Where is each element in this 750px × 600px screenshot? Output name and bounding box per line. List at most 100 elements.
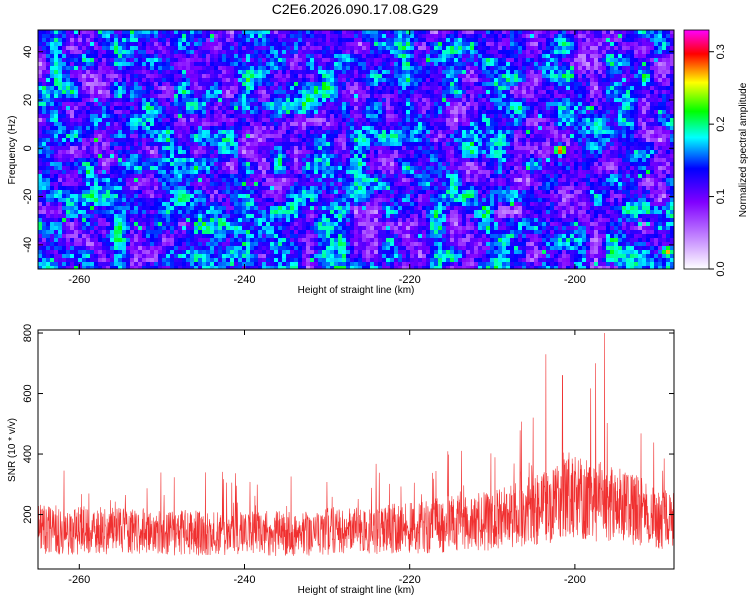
heatmap-cell: [670, 138, 674, 143]
heatmap-cell: [558, 118, 563, 123]
heatmap-cell: [506, 38, 511, 43]
heatmap-cell: [666, 86, 671, 91]
heatmap-cell: [550, 90, 555, 95]
heatmap-cell: [238, 118, 243, 123]
heatmap-cell: [650, 146, 655, 151]
heatmap-cell: [434, 126, 439, 131]
heatmap-cell: [566, 114, 571, 119]
heatmap-cell: [346, 114, 351, 119]
heatmap-cell: [454, 46, 459, 51]
heatmap-cell: [662, 142, 667, 147]
heatmap-cell: [602, 74, 607, 79]
heatmap-cell: [370, 106, 375, 111]
heatmap-cell: [306, 62, 311, 67]
heatmap-cell: [362, 86, 367, 91]
heatmap-cell: [86, 34, 91, 39]
heatmap-cell: [270, 30, 275, 35]
heatmap-cell: [526, 110, 531, 115]
heatmap-cell: [522, 122, 527, 127]
heatmap-cell: [170, 138, 175, 143]
heatmap-cell: [138, 150, 143, 155]
heatmap-cell: [314, 134, 319, 139]
heatmap-cell: [294, 46, 299, 51]
heatmap-cell: [438, 94, 443, 99]
heatmap-cell: [390, 130, 395, 135]
heatmap-cell: [426, 122, 431, 127]
heatmap-cell: [38, 118, 43, 123]
heatmap-cell: [98, 34, 103, 39]
heatmap-cell: [382, 134, 387, 139]
heatmap-cell: [366, 114, 371, 119]
heatmap-cell: [398, 46, 403, 51]
heatmap-cell: [438, 38, 443, 43]
heatmap-cell: [270, 106, 275, 111]
heatmap-cell: [654, 130, 659, 135]
heatmap-cell: [230, 110, 235, 115]
heatmap-cell: [78, 38, 83, 43]
heatmap-cell: [330, 146, 335, 151]
heatmap-cell: [382, 146, 387, 151]
heatmap-cell: [210, 114, 215, 119]
heatmap-cell: [226, 134, 231, 139]
heatmap-cell: [378, 54, 383, 59]
heatmap-cell: [542, 78, 547, 83]
heatmap-cell: [618, 102, 623, 107]
heatmap-cell: [258, 134, 263, 139]
heatmap-cell: [646, 102, 651, 107]
heatmap-cell: [430, 114, 435, 119]
heatmap-cell: [558, 114, 563, 119]
heatmap-cell: [82, 34, 87, 39]
heatmap-cell: [358, 134, 363, 139]
heatmap-cell: [318, 102, 323, 107]
heatmap-cell: [266, 74, 271, 79]
heatmap-cell: [310, 102, 315, 107]
heatmap-cell: [62, 66, 67, 71]
heatmap-cell: [394, 86, 399, 91]
heatmap-cell: [38, 130, 43, 135]
heatmap-cell: [474, 114, 479, 119]
heatmap-cell: [642, 54, 647, 59]
heatmap-cell: [302, 42, 307, 47]
heatmap-cell: [474, 38, 479, 43]
heatmap-cell: [558, 142, 563, 147]
heatmap-cell: [234, 118, 239, 123]
heatmap-cell: [294, 142, 299, 147]
heatmap-cell: [294, 110, 299, 115]
heatmap-cell: [546, 150, 551, 155]
heatmap-cell: [254, 114, 259, 119]
heatmap-cell: [526, 142, 531, 147]
heatmap-cell: [642, 94, 647, 99]
heatmap-cell: [398, 66, 403, 71]
heatmap-cell: [350, 106, 355, 111]
heatmap-cell: [406, 70, 411, 75]
heatmap-cell: [646, 30, 651, 35]
heatmap-cell: [214, 62, 219, 67]
heatmap-cell: [266, 38, 271, 43]
heatmap-cell: [654, 34, 659, 39]
heatmap-cell: [470, 134, 475, 139]
heatmap-cell: [358, 42, 363, 47]
heatmap-cell: [514, 42, 519, 47]
heatmap-cell: [374, 90, 379, 95]
heatmap-cell: [210, 42, 215, 47]
heatmap-cell: [90, 46, 95, 51]
heatmap-cell: [610, 134, 615, 139]
heatmap-cell: [290, 126, 295, 131]
heatmap-cell: [558, 66, 563, 71]
heatmap-cell: [350, 58, 355, 63]
heatmap-cell: [606, 118, 611, 123]
heatmap-cell: [658, 86, 663, 91]
heatmap-cell: [410, 94, 415, 99]
heatmap-cell: [354, 146, 359, 151]
heatmap-cell: [194, 46, 199, 51]
heatmap-cell: [302, 46, 307, 51]
heatmap-cell: [58, 34, 63, 39]
heatmap-cell: [618, 30, 623, 35]
heatmap-cell: [590, 62, 595, 67]
heatmap-cell: [346, 110, 351, 115]
heatmap-cell: [470, 146, 475, 151]
heatmap-cell: [306, 118, 311, 123]
heatmap-cell: [198, 30, 203, 35]
heatmap-cell: [274, 118, 279, 123]
heatmap-cell: [522, 74, 527, 79]
